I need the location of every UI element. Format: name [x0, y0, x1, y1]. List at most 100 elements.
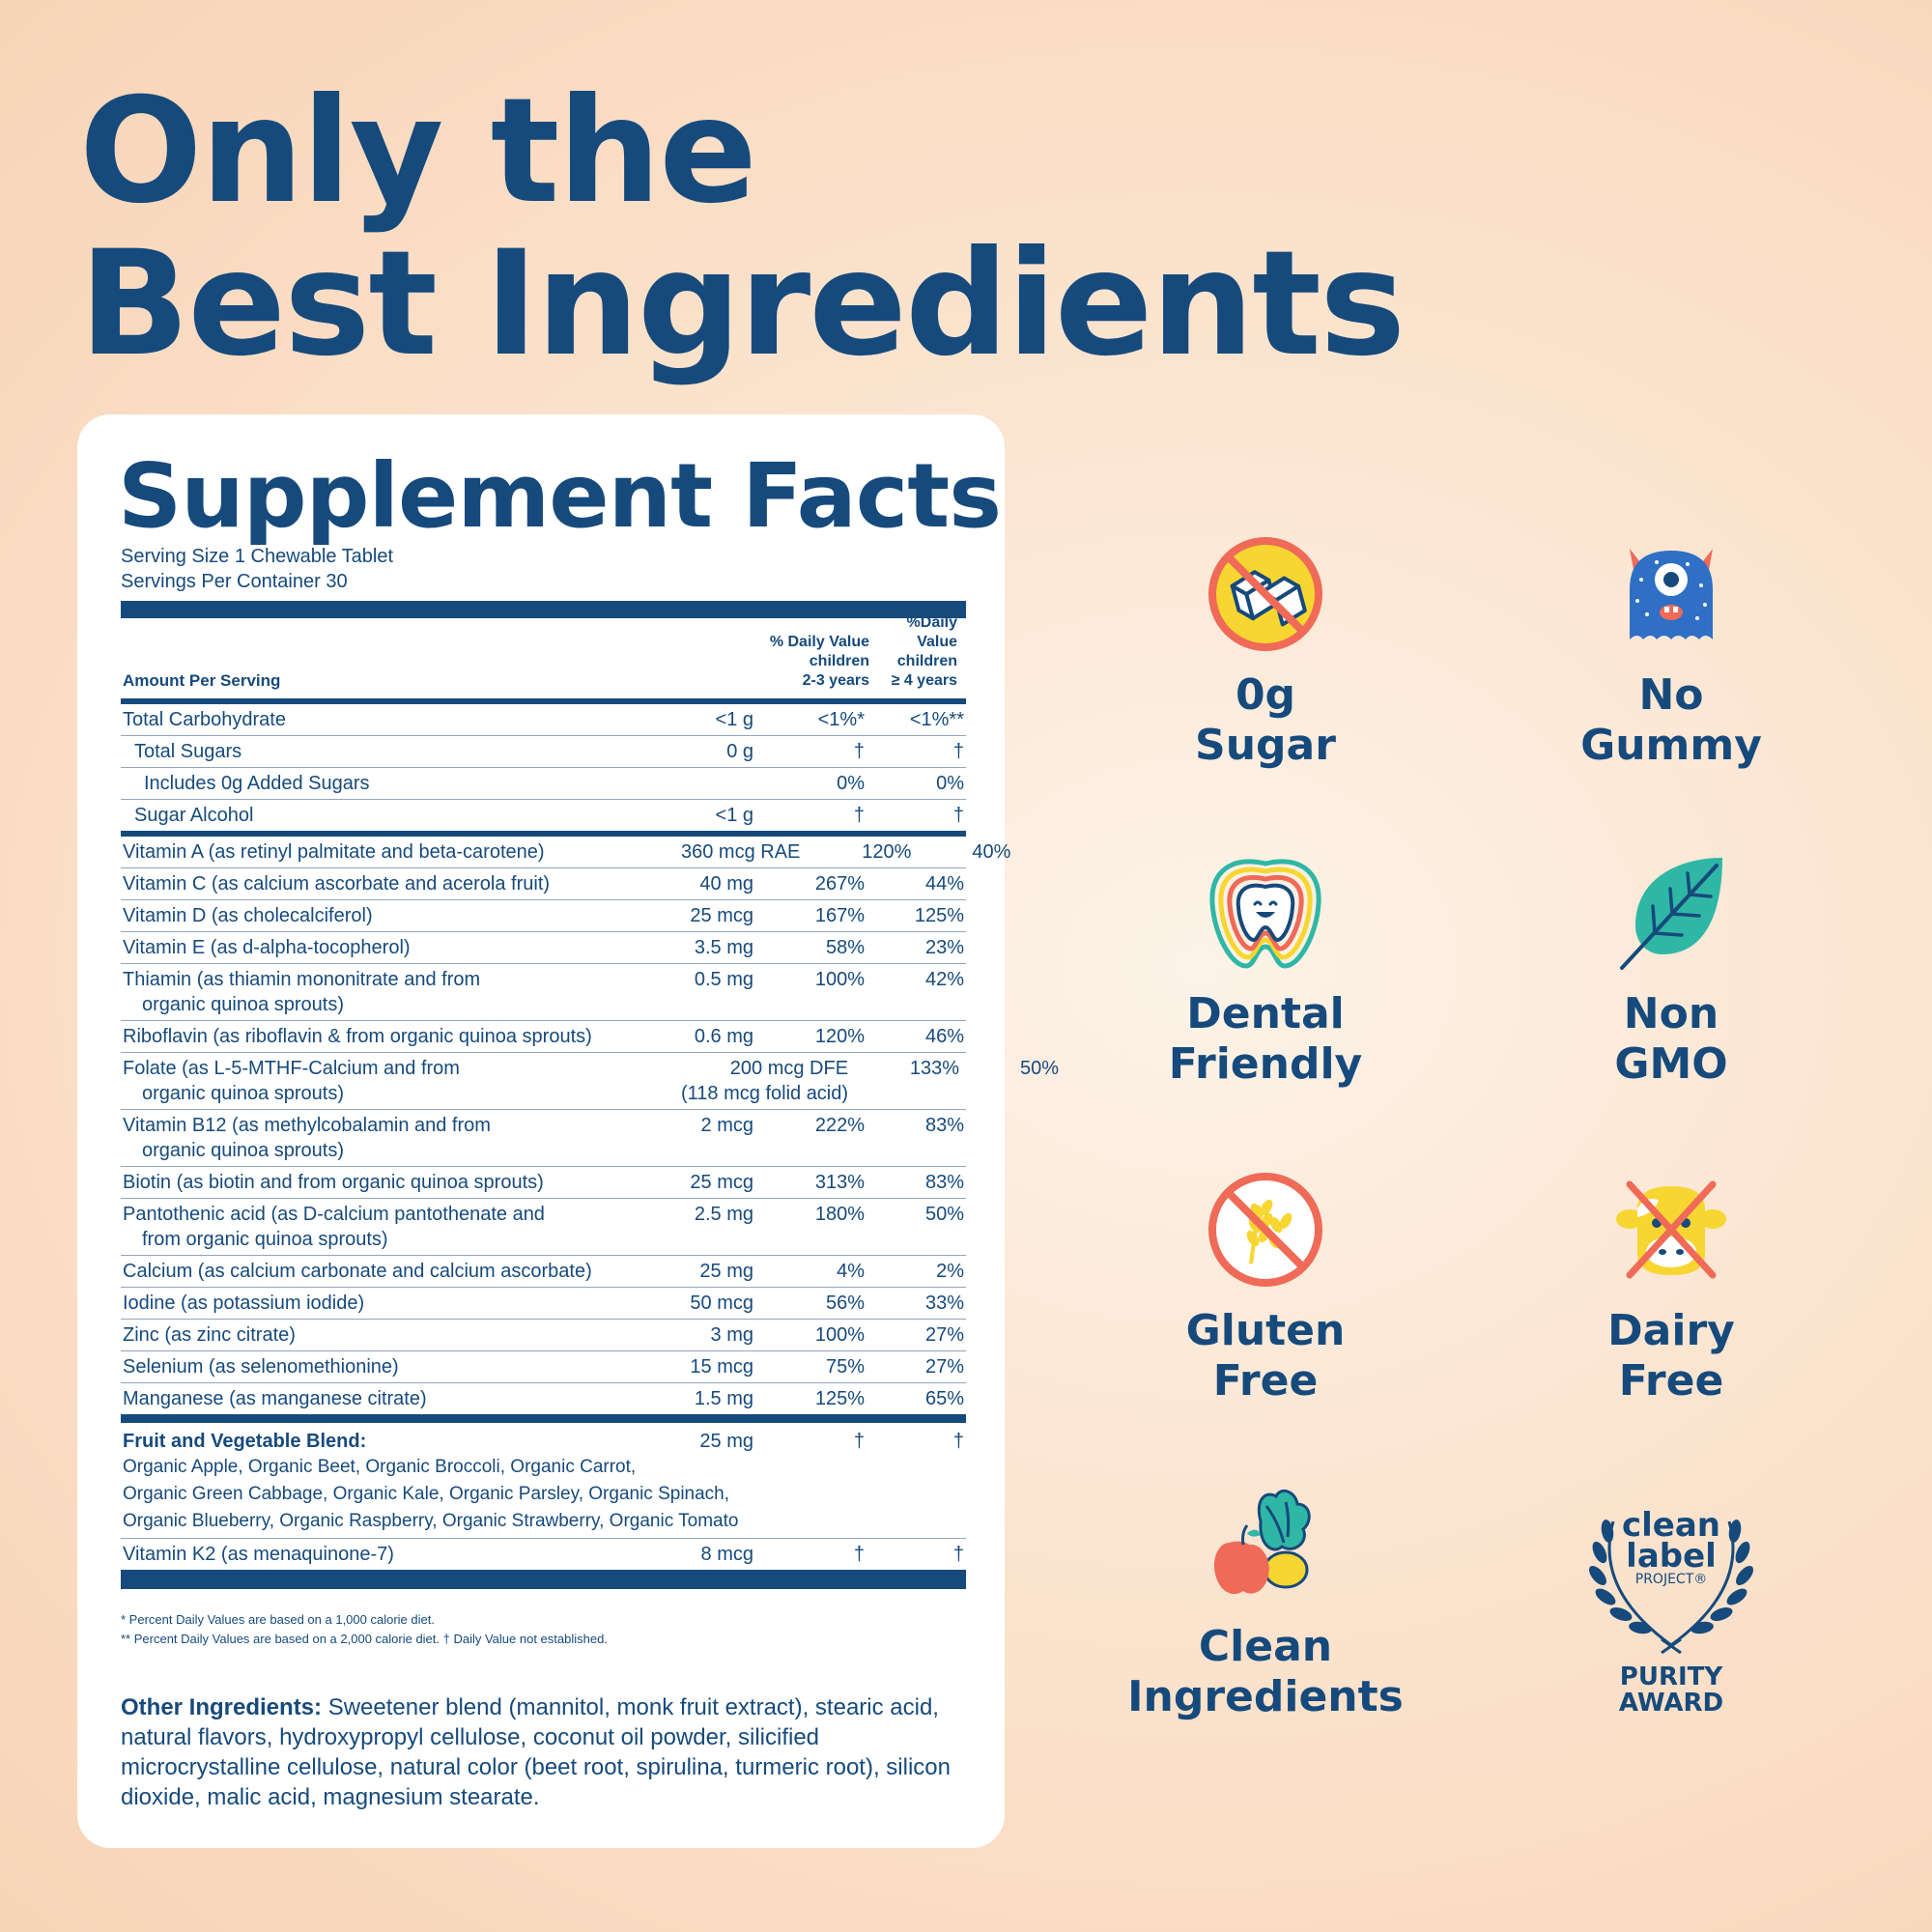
badge-label: No Gummy [1526, 670, 1816, 771]
table-row: Vitamin A (as retinyl palmitate and beta… [121, 837, 1010, 868]
dv-header-line: ≥ 4 years [891, 672, 957, 689]
badge-dental-friendly: Dental Friendly [1121, 850, 1410, 1090]
dv-2-3: 100% [814, 969, 865, 990]
carbohydrate-rows: Total Carbohydrate <1 g <1%* <1%** Total… [121, 704, 966, 831]
nutrient-amount-block: 200 mcg DFE (118 mcg folid acid) [681, 1056, 848, 1106]
dv-2-3: † [853, 1431, 865, 1452]
table-row: Iodine (as potassium iodide) 50 mcg 56% 33% [121, 1288, 966, 1320]
dv-2-3: 267% [814, 873, 865, 895]
laurel-award-icon [1589, 1520, 1753, 1655]
badge-non-gmo: Non GMO [1526, 850, 1816, 1090]
blend-line: Organic Apple, Organic Beet, Organic Bro… [123, 1457, 637, 1477]
divider-medium [121, 698, 966, 704]
clean-label-wordmark: clean label PROJECT® [1560, 1506, 1782, 1587]
nutrient-name: Thiamin (as thiamin mononitrate and from [123, 969, 481, 990]
dv-2-3: 75% [825, 1356, 865, 1378]
footnotes: * Percent Daily Values are based on a 1,… [121, 1610, 966, 1649]
nutrient-name: Vitamin E (as d-alpha-tocopherol) [123, 937, 411, 958]
dv-2-3: 120% [814, 1026, 865, 1047]
nutrient-amount: 2 mcg [700, 1115, 753, 1136]
badge-label-line: 0g [1235, 670, 1296, 720]
nutrient-name: Iodine (as potassium iodide) [123, 1293, 365, 1314]
table-row: Total Carbohydrate <1 g <1%* <1%** [121, 704, 966, 736]
nutrient-amount: 0 g [726, 741, 753, 762]
nutrient-name-continued: organic quinoa sprouts) [142, 1140, 345, 1161]
dv-4-plus: 83% [924, 1172, 964, 1193]
nutrient-amount: 0.5 mg [694, 969, 753, 990]
nutrient-amount: 3.5 mg [694, 937, 753, 958]
nutrient-name: Total Sugars [134, 741, 242, 762]
nutrient-name: Pantothenic acid (as D-calcium pantothen… [123, 1204, 545, 1225]
table-row: Includes 0g Added Sugars 0% 0% [121, 768, 966, 800]
servings-per-container: Servings Per Container 30 [121, 571, 348, 592]
serving-info: Serving Size 1 Chewable Tablet Servings … [121, 544, 393, 594]
nutrient-name: Includes 0g Added Sugars [144, 773, 370, 794]
headline-line-1: Only the [79, 68, 757, 236]
table-row: Vitamin D (as cholecalciferol) 25 mcg 167%… [121, 900, 966, 932]
dv-header-line: % Daily Value [769, 634, 869, 650]
nutrient-amount: 25 mg [699, 1431, 753, 1452]
dv-header-line: children [809, 653, 869, 669]
nutrient-name: Vitamin D (as cholecalciferol) [123, 905, 373, 926]
nutrient-name: Vitamin K2 (as menaquinone-7) [123, 1544, 394, 1565]
nutrient-amount: <1 g [715, 805, 753, 826]
nutrient-name-block: Folate (as L-5-MTHF-Calcium and from orga… [121, 1056, 681, 1106]
nutrient-amount: 25 mcg [690, 1172, 753, 1193]
table-row: Selenium (as selenomethionine) 15 mcg 75% 2… [121, 1351, 966, 1383]
nutrient-amount: 3 mg [710, 1324, 753, 1346]
divider-thick [121, 1570, 966, 1589]
produce-icon [1213, 1489, 1311, 1595]
badge-label: 0g Sugar [1121, 670, 1410, 771]
divider-thick [121, 601, 966, 618]
nutrient-amount: 360 mcg RAE [681, 841, 801, 863]
nutrient-amount: <1 g [715, 709, 753, 730]
dv-2-3: 4% [837, 1261, 865, 1282]
nutrient-name: Sugar Alcohol [134, 805, 254, 826]
dv-4-plus: 42% [924, 969, 964, 990]
table-row: Calcium (as calcium carbonate and calciu… [121, 1256, 966, 1288]
amount-per-serving-label: Amount Per Serving [123, 671, 281, 690]
badge-label-line: GMO [1614, 1039, 1728, 1089]
dv-2-3: 167% [814, 905, 865, 926]
table-row: Vitamin B12 (as methylcobalamin and from… [121, 1110, 966, 1167]
divider-medium [121, 831, 966, 837]
badge-label: Non GMO [1526, 989, 1816, 1090]
dv-4-plus: † [952, 805, 964, 826]
divider-medium [121, 1414, 966, 1423]
dv-4-plus: 46% [924, 1026, 964, 1047]
dv-4-plus: † [952, 1431, 964, 1452]
table-row: Pantothenic acid (as D-calcium pantothen… [121, 1199, 966, 1256]
table-row: Zinc (as zinc citrate) 3 mg 100% 27% [121, 1320, 966, 1351]
dv-2-3: 100% [814, 1324, 865, 1346]
table-row: Biotin (as biotin and from organic quino… [121, 1167, 966, 1199]
badge-clean-ingredients: Clean Ingredients [1121, 1483, 1410, 1722]
dv-4-plus: 23% [924, 937, 964, 958]
nutrient-amount: 0.6 mg [694, 1026, 753, 1047]
blend-line: Organic Green Cabbage, Organic Kale, Org… [123, 1484, 730, 1504]
dv-4-plus: 0% [936, 773, 964, 794]
badge-label-line: Dental [1186, 989, 1345, 1038]
dv-2-3: 313% [814, 1172, 865, 1193]
badge-no-gummy: No Gummy [1526, 531, 1816, 771]
other-ingredients: Other Ingredients: Sweetener blend (mann… [121, 1692, 971, 1812]
supplement-facts-title: Supplement Facts [118, 444, 1002, 548]
nutrient-name: Selenium (as selenomethionine) [123, 1356, 399, 1378]
badge-label: Dental Friendly [1121, 989, 1410, 1090]
headline: Only the Best Ingredients [79, 68, 1406, 381]
nutrient-name-block: Pantothenic acid (as D-calcium pantothen… [121, 1202, 681, 1252]
dv-2-3: † [853, 741, 865, 762]
award-caption: PURITY AWARD [1560, 1664, 1782, 1717]
badge-0g-sugar: 0g Sugar [1121, 531, 1410, 771]
nutrient-name-block: Thiamin (as thiamin mononitrate and from… [121, 967, 681, 1017]
blend-ingredients: Organic Apple, Organic Beet, Organic Bro… [123, 1454, 753, 1535]
no-wheat-icon [1208, 1173, 1322, 1287]
footnote: * Percent Daily Values are based on a 1,… [121, 1612, 435, 1627]
wordmark-line: clean [1621, 1506, 1721, 1545]
dv-2-3: 0% [837, 773, 865, 794]
dv-4-plus: 65% [924, 1388, 964, 1409]
dv-2-3: <1%* [817, 709, 865, 730]
dv-4-plus: 33% [924, 1293, 964, 1314]
dv-4-plus: 125% [914, 905, 964, 926]
dv-2-3: 180% [814, 1204, 865, 1225]
badge-label-line: Gummy [1580, 721, 1762, 770]
